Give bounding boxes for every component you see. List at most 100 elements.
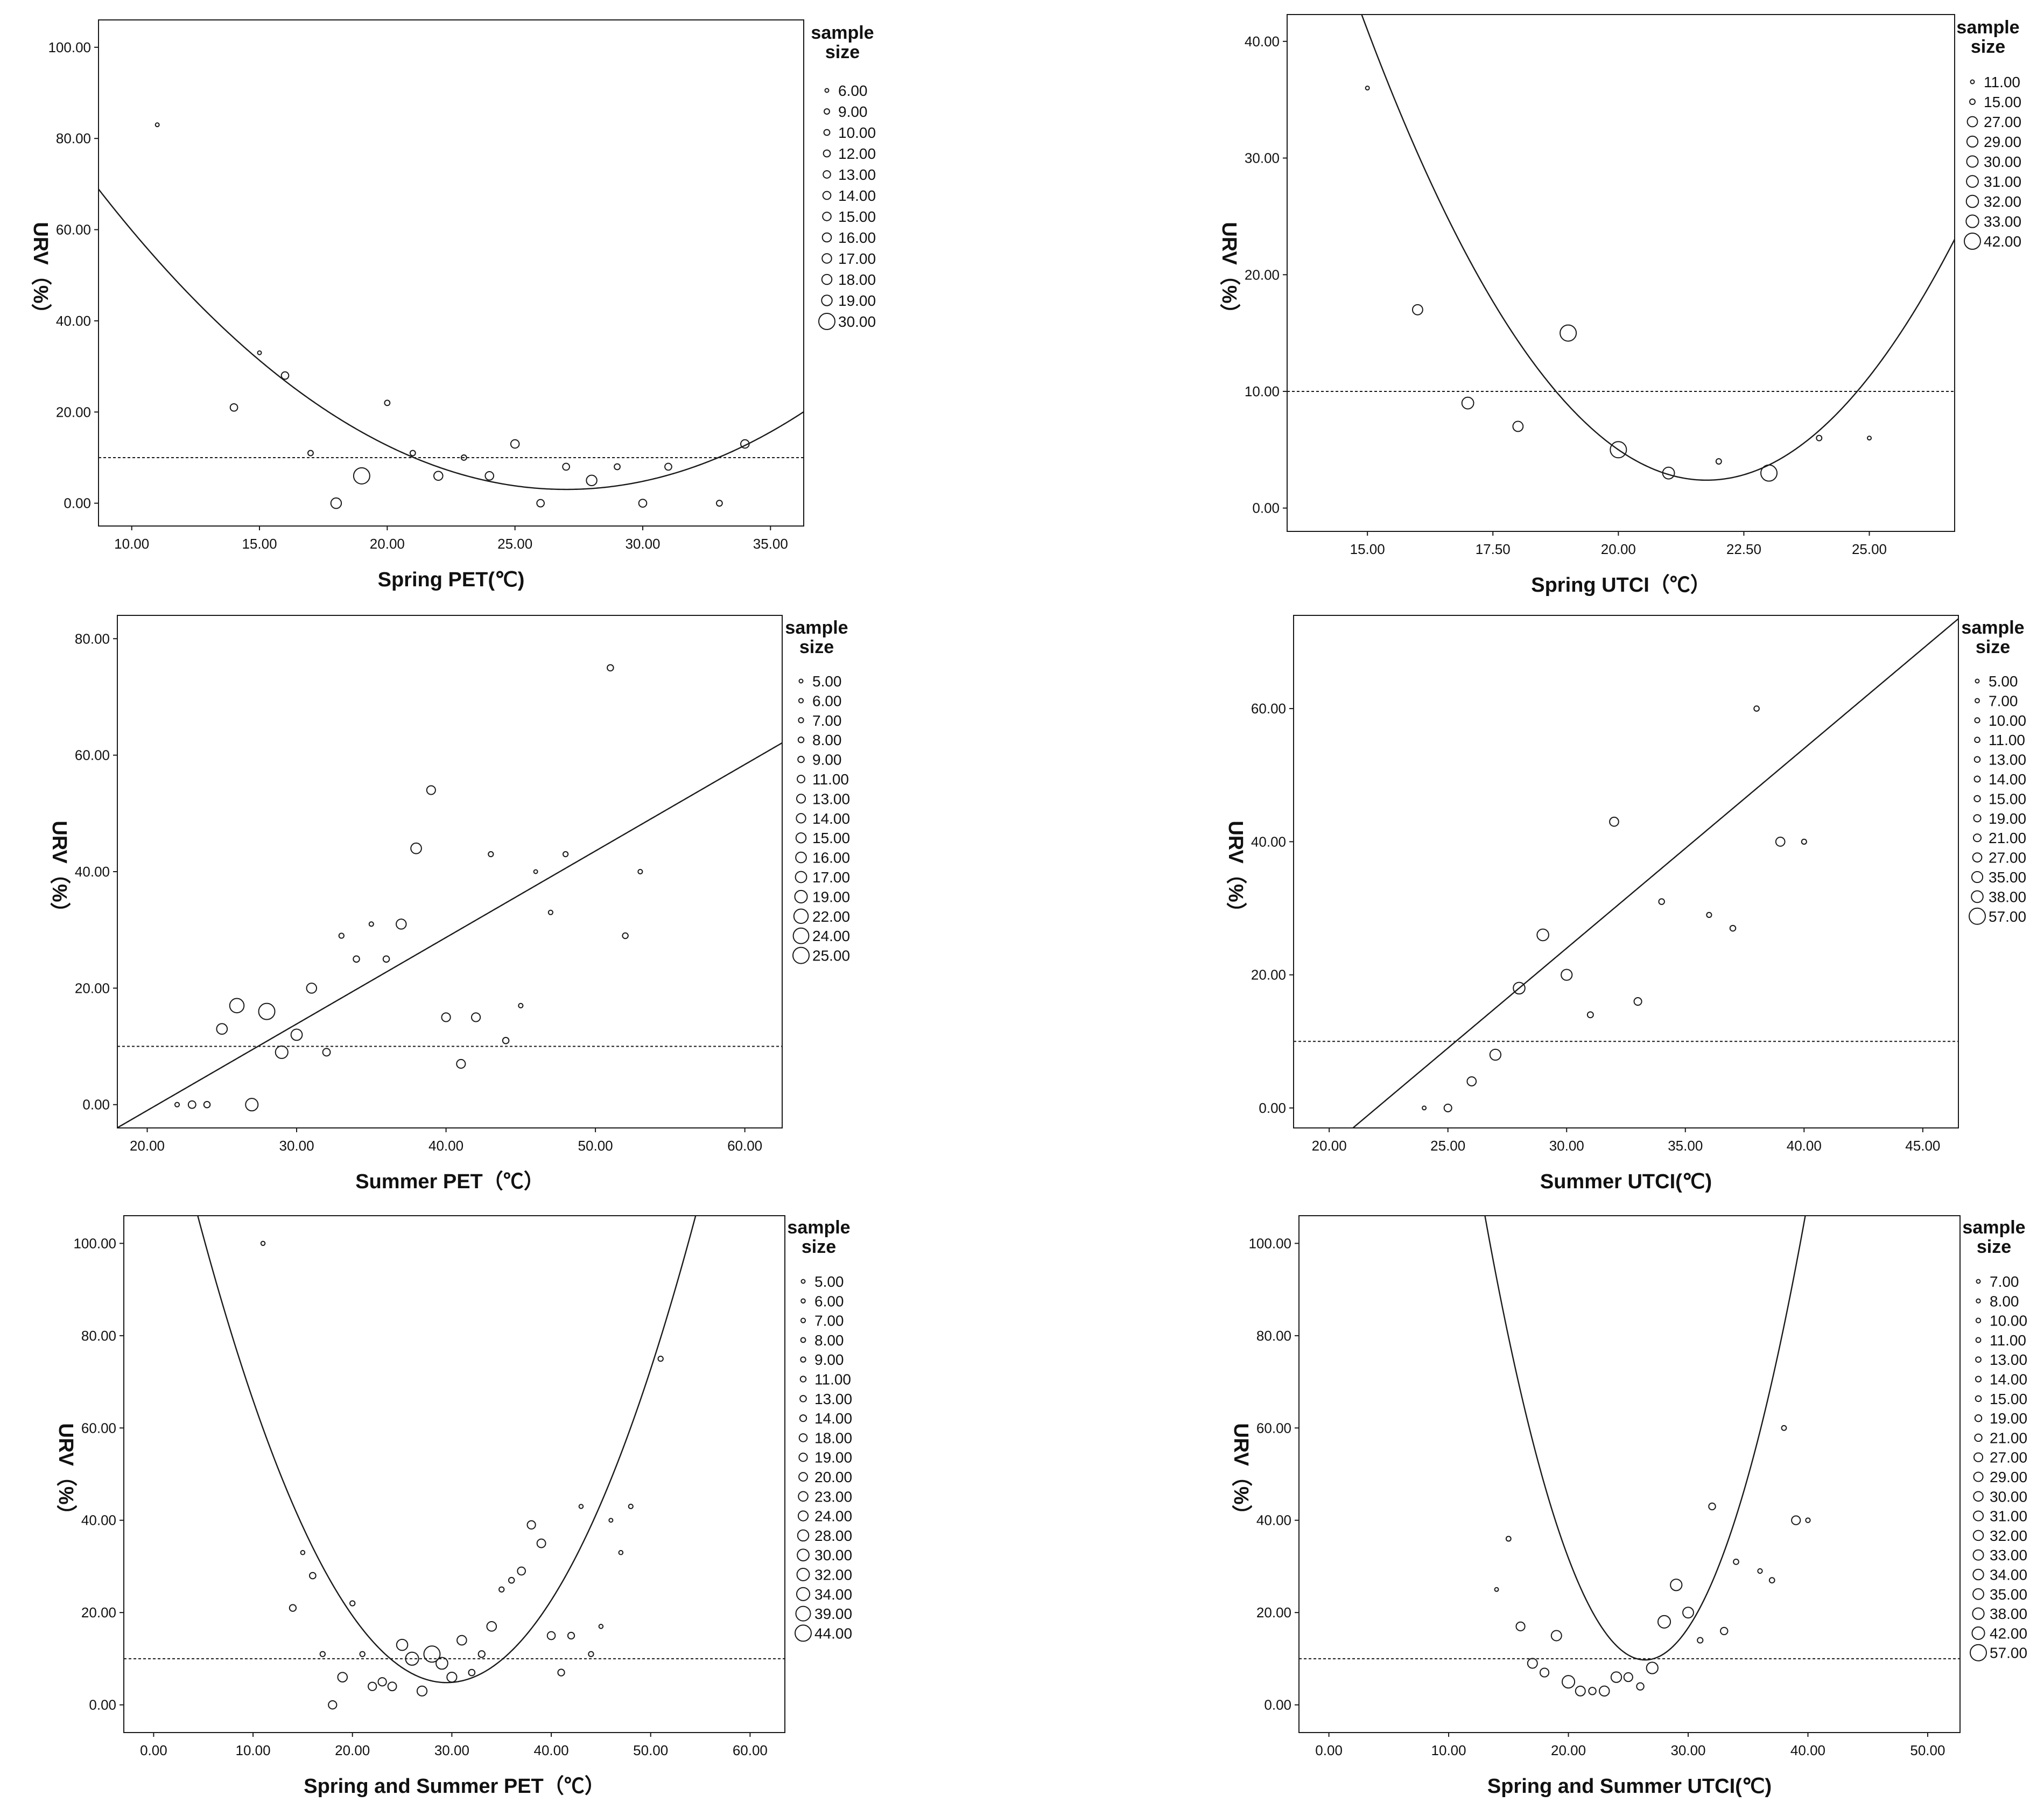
chart-panel-6: 0.00 10.00 20.00 30.00 40.00 50.00 0.00 20.00 40…	[1230, 1215, 2027, 1798]
legend-marker	[1972, 1530, 1984, 1541]
legend-label: 15.00	[1984, 94, 2021, 110]
legend-label: 6.00	[812, 692, 842, 709]
data-point	[456, 1058, 466, 1069]
legend-label: 10.00	[1989, 712, 2026, 729]
legend-marker	[799, 1414, 807, 1422]
legend-label: 15.00	[812, 830, 850, 846]
legend-label: 12.00	[838, 145, 876, 162]
legend-label: 32.00	[1990, 1527, 2027, 1544]
legend-label: 9.00	[838, 103, 868, 120]
data-point	[1867, 436, 1872, 441]
data-point	[608, 1518, 614, 1523]
data-point	[396, 1638, 409, 1651]
data-point	[308, 1572, 317, 1580]
legend-label: 13.00	[1989, 752, 2026, 768]
data-point	[174, 1102, 180, 1107]
legend-label: 14.00	[838, 187, 876, 204]
legend-marker	[1971, 890, 1984, 903]
legend-marker	[797, 1529, 810, 1542]
data-point	[290, 1028, 303, 1041]
legend-label: 19.00	[812, 888, 850, 905]
data-point	[319, 1651, 326, 1657]
legend-label: 24.00	[814, 1508, 852, 1525]
legend-marker	[1975, 1376, 1982, 1383]
legend-marker	[799, 1394, 807, 1403]
legend-label: 14.00	[1990, 1371, 2027, 1388]
data-point	[1466, 1076, 1477, 1086]
data-point	[618, 1549, 624, 1555]
data-point	[353, 955, 360, 963]
legend-marker	[1974, 737, 1980, 744]
legend-label: 15.00	[1990, 1391, 2027, 1407]
y-tick-label: 40.00	[75, 864, 110, 880]
legend-marker	[1972, 1510, 1984, 1521]
legend-marker	[1971, 1626, 1985, 1640]
y-axis-title: URV（%）	[1218, 222, 1240, 324]
legend-title: size	[799, 637, 834, 657]
legend-label: 19.00	[1990, 1410, 2027, 1427]
legend-marker	[822, 212, 832, 221]
data-point	[562, 462, 570, 471]
data-point	[1760, 464, 1778, 482]
data-point	[637, 868, 643, 875]
legend-marker	[795, 1605, 811, 1622]
data-point	[1512, 420, 1524, 432]
data-point	[216, 1023, 228, 1035]
data-point	[396, 918, 407, 930]
data-point	[405, 1651, 419, 1666]
legend-label: 38.00	[1989, 888, 2026, 905]
legend-title: size	[1977, 1237, 2011, 1257]
legend-label: 7.00	[814, 1313, 844, 1329]
data-point	[484, 471, 495, 481]
legend-marker	[818, 313, 835, 330]
x-tick-label: 30.00	[625, 536, 660, 552]
legend-marker	[1972, 833, 1982, 843]
legend-label: 19.00	[1989, 810, 2026, 827]
data-point	[460, 454, 467, 461]
y-axis-title: URV（%）	[1230, 1423, 1252, 1525]
legend-label: 13.00	[812, 790, 850, 807]
data-point	[446, 1672, 458, 1683]
data-point	[502, 1036, 510, 1044]
fit-curve	[117, 742, 782, 1128]
data-point	[715, 500, 723, 507]
legend-marker	[1970, 79, 1975, 85]
data-point	[607, 664, 614, 672]
legend-label: 57.00	[1989, 908, 2026, 925]
legend-label: 11.00	[812, 771, 849, 788]
x-tick-label: 40.00	[1790, 1742, 1825, 1758]
legend-label: 21.00	[1989, 830, 2026, 846]
x-tick-label: 50.00	[633, 1742, 668, 1758]
legend-marker	[1976, 1298, 1981, 1304]
y-tick-label: 40.00	[1245, 33, 1280, 50]
legend-label: 27.00	[1990, 1449, 2027, 1466]
data-point	[1550, 1630, 1562, 1642]
data-point	[1422, 1105, 1427, 1111]
data-point	[1365, 86, 1370, 91]
legend-marker	[821, 253, 832, 264]
data-point	[409, 450, 416, 457]
data-point	[1505, 1535, 1512, 1542]
legend-marker	[1973, 1452, 1984, 1462]
legend-marker	[792, 927, 810, 944]
legend-marker	[798, 1472, 808, 1482]
x-tick-label: 30.00	[434, 1742, 469, 1758]
legend-label: 11.00	[1990, 1332, 2026, 1349]
legend-label: 35.00	[1989, 869, 2026, 886]
data-point	[154, 122, 160, 128]
plot-frame	[123, 1215, 785, 1733]
legend-label: 18.00	[814, 1429, 852, 1446]
y-tick-label: 80.00	[56, 130, 91, 146]
x-tick-label: 45.00	[1905, 1138, 1940, 1154]
legend-label: 29.00	[1990, 1469, 2027, 1485]
legend-marker	[1972, 1607, 1985, 1620]
data-point	[546, 1631, 556, 1640]
data-point	[1757, 1568, 1763, 1574]
legend-title: size	[802, 1237, 836, 1257]
fit-curve	[1361, 15, 1955, 481]
legend-marker	[821, 232, 832, 243]
data-point	[377, 1677, 387, 1687]
legend-marker	[1966, 135, 1979, 148]
legend-marker	[1973, 814, 1982, 823]
